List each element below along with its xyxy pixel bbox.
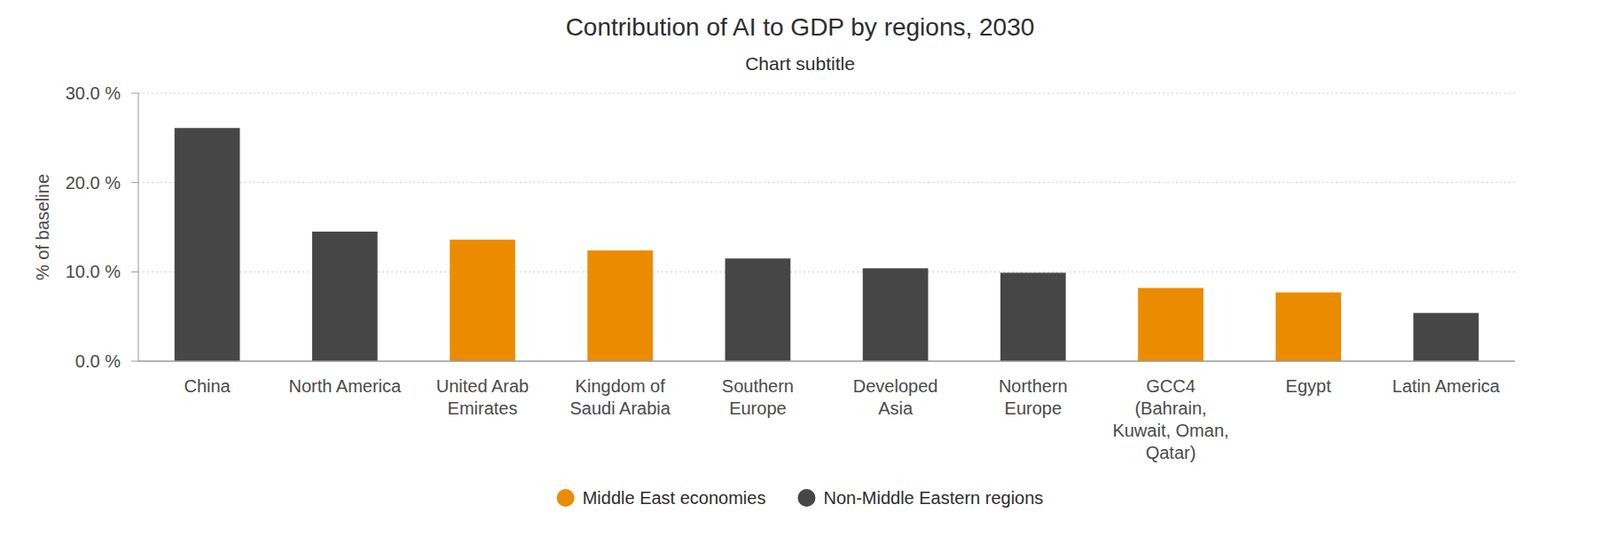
y-tick [131,93,139,95]
bars [174,127,1480,361]
bar [587,250,653,361]
bar [174,127,241,361]
bar [862,267,929,361]
y-tick [131,360,139,362]
chart: Contribution of AI to GDP by regions, 20… [0,0,1600,544]
x-axis [138,360,1515,362]
y-tick-label: 0.0 % [75,351,121,371]
y-axis [138,93,140,361]
y-tick-label: 30.0 % [65,83,121,103]
x-tick-label: NorthernEurope [998,376,1068,418]
x-tick-label: China [183,376,231,396]
legend-label: Middle East economies [582,487,767,508]
x-tick-label-line: Qatar) [1145,442,1197,463]
x-tick-label: Egypt [1286,376,1333,396]
x-tick-label-line: Kuwait, Oman, [1112,420,1229,440]
bar [1000,272,1067,361]
x-tick-label-line: Saudi Arabia [569,398,671,418]
x-tick-label: GCC4(Bahrain,Kuwait, Oman,Qatar) [1112,376,1229,463]
y-tick-label: 10.0 % [65,261,121,282]
x-tick-label-line: Emirates [447,398,518,418]
y-axis-label: % of baseline [32,173,53,281]
x-tick-label-line: Developed [853,376,939,396]
bar [1137,287,1204,361]
x-tick-label-line: Latin America [1392,376,1501,396]
bar [312,231,378,361]
bar [725,258,792,361]
bar [1413,313,1480,361]
subtitle: Chart subtitle [745,53,855,74]
x-tick-label-line: Europe [1004,398,1063,418]
x-tick-label-line: Southern [721,376,794,396]
x-tick-label: SouthernEurope [721,376,794,418]
grid-line [138,181,1515,183]
bar [1275,291,1342,361]
y-tick [131,271,139,273]
x-tick-label-line: United Arab [436,376,530,396]
legend: Middle East economies Non-Middle Eastern … [556,487,1044,508]
title: Contribution of AI to GDP by regions, 20… [565,13,1036,41]
y-tick-label: 20.0 % [65,172,121,193]
x-tick-label-line: Northern [998,376,1068,396]
legend-swatch [556,488,575,507]
bar [449,239,516,361]
y-tick [131,181,139,183]
x-tick-label-line: (Bahrain, [1134,398,1207,418]
x-tick-label: DevelopedAsia [853,376,939,418]
x-tick-label-line: North America [288,376,402,396]
x-tick-label-line: GCC4 [1145,376,1196,396]
x-tick-label-line: China [183,376,231,396]
x-tick-label-line: Kingdom of [575,376,667,396]
legend-label: Non-Middle Eastern regions [823,487,1044,508]
x-tick-label: United ArabEmirates [436,376,530,418]
x-tick-label-line: Egypt [1286,376,1333,396]
x-tick-label-line: Europe [729,398,787,418]
x-tick-label: North America [288,376,402,396]
grid-line [138,93,1515,95]
x-tick-label: Latin America [1392,376,1501,396]
x-tick-label-line: Asia [878,398,914,418]
legend-swatch [797,488,816,507]
x-tick-label: Kingdom ofSaudi Arabia [569,376,671,418]
